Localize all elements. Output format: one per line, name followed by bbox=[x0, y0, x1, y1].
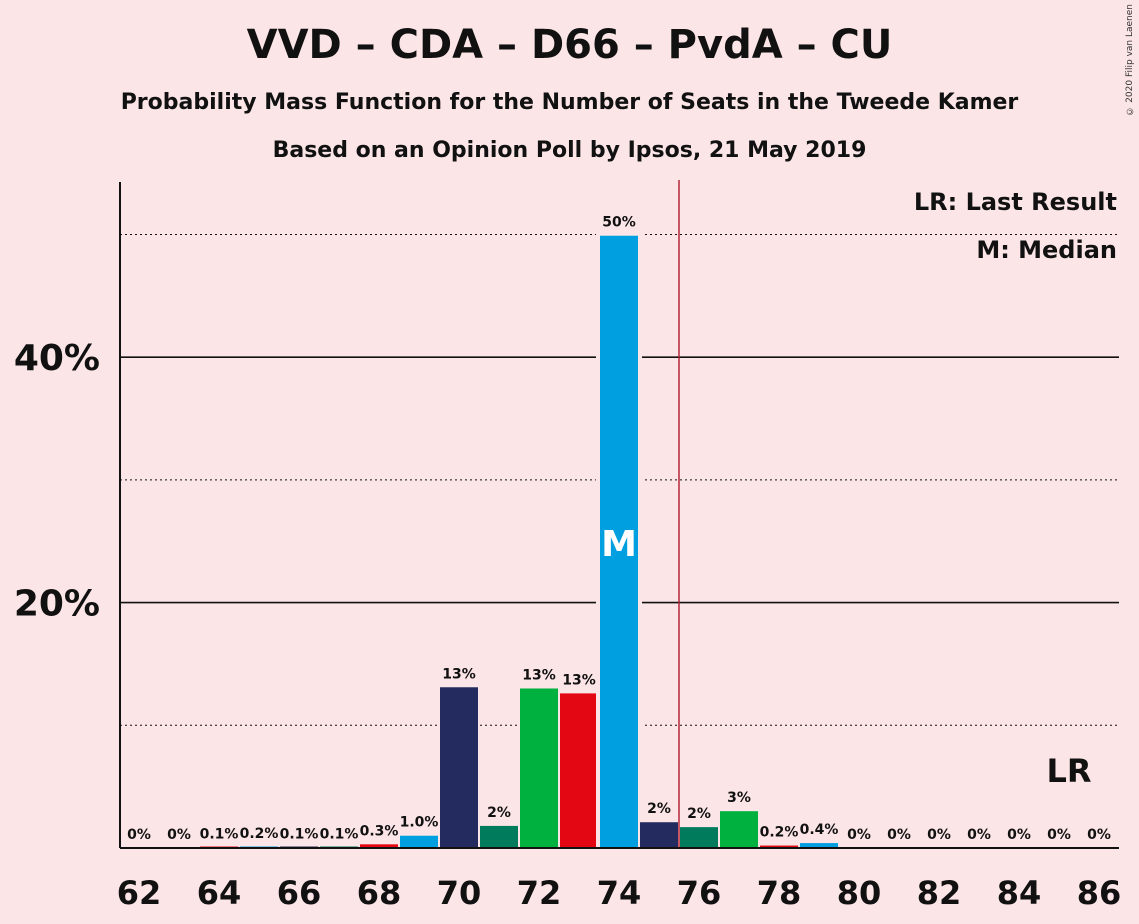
data-label-62: 0% bbox=[127, 827, 151, 843]
y-tick-label: 40% bbox=[14, 338, 100, 379]
data-label-84: 0% bbox=[1007, 827, 1031, 843]
bar-77 bbox=[720, 811, 758, 848]
x-tick-label: 64 bbox=[197, 874, 242, 912]
data-label-86: 0% bbox=[1087, 827, 1111, 843]
chart-subtitle: Probability Mass Function for the Number… bbox=[120, 90, 1019, 115]
legend-entry: M: Median bbox=[976, 236, 1117, 264]
bar-72 bbox=[520, 688, 558, 848]
bar-74 bbox=[600, 235, 638, 849]
median-marker: M bbox=[601, 524, 637, 565]
data-label-70: 13% bbox=[442, 666, 476, 682]
data-label-80: 0% bbox=[847, 827, 871, 843]
data-label-67: 0.1% bbox=[320, 826, 359, 842]
last-result-marker: LR bbox=[1046, 752, 1091, 790]
data-label-77: 3% bbox=[727, 790, 751, 806]
data-label-71: 2% bbox=[487, 805, 511, 821]
data-label-85: 0% bbox=[1047, 827, 1071, 843]
x-tick-label: 74 bbox=[597, 874, 642, 912]
data-label-65: 0.2% bbox=[240, 826, 279, 842]
x-tick-label: 78 bbox=[757, 874, 802, 912]
x-tick-label: 72 bbox=[517, 874, 562, 912]
data-label-64: 0.1% bbox=[200, 826, 239, 842]
x-tick-label: 76 bbox=[677, 874, 722, 912]
x-tick-label: 62 bbox=[117, 874, 162, 912]
bar-69 bbox=[400, 835, 438, 848]
x-tick-label: 68 bbox=[357, 874, 402, 912]
x-tick-label: 66 bbox=[277, 874, 322, 912]
x-tick-label: 86 bbox=[1077, 874, 1122, 912]
bar-79 bbox=[800, 843, 838, 848]
bar-73 bbox=[560, 693, 598, 848]
data-label-74: 50% bbox=[602, 215, 636, 231]
data-label-76: 2% bbox=[687, 806, 711, 822]
bar-68 bbox=[360, 844, 398, 848]
data-label-73: 13% bbox=[562, 672, 596, 688]
chart-title: VVD – CDA – D66 – PvdA – CU bbox=[246, 22, 893, 68]
data-label-68: 0.3% bbox=[360, 823, 399, 839]
x-tick-label: 80 bbox=[837, 874, 882, 912]
data-label-69: 1.0% bbox=[400, 815, 439, 831]
bar-75 bbox=[640, 822, 678, 848]
bar-76 bbox=[680, 827, 718, 848]
y-tick-label: 20% bbox=[14, 584, 100, 625]
legend-entry: LR: Last Result bbox=[914, 188, 1117, 216]
x-tick-label: 84 bbox=[997, 874, 1042, 912]
data-label-72: 13% bbox=[522, 667, 556, 683]
data-label-66: 0.1% bbox=[280, 826, 319, 842]
bar-70 bbox=[440, 687, 478, 848]
data-label-78: 0.2% bbox=[760, 825, 799, 841]
data-label-79: 0.4% bbox=[800, 822, 839, 838]
data-label-82: 0% bbox=[927, 827, 951, 843]
chart-source: Based on an Opinion Poll by Ipsos, 21 Ma… bbox=[272, 138, 867, 163]
data-label-75: 2% bbox=[647, 801, 671, 817]
data-label-63: 0% bbox=[167, 827, 191, 843]
bar-78 bbox=[760, 845, 798, 848]
x-tick-label: 82 bbox=[917, 874, 962, 912]
data-label-83: 0% bbox=[967, 827, 991, 843]
data-label-81: 0% bbox=[887, 827, 911, 843]
bar-71 bbox=[480, 825, 518, 848]
x-tick-label: 70 bbox=[437, 874, 482, 912]
